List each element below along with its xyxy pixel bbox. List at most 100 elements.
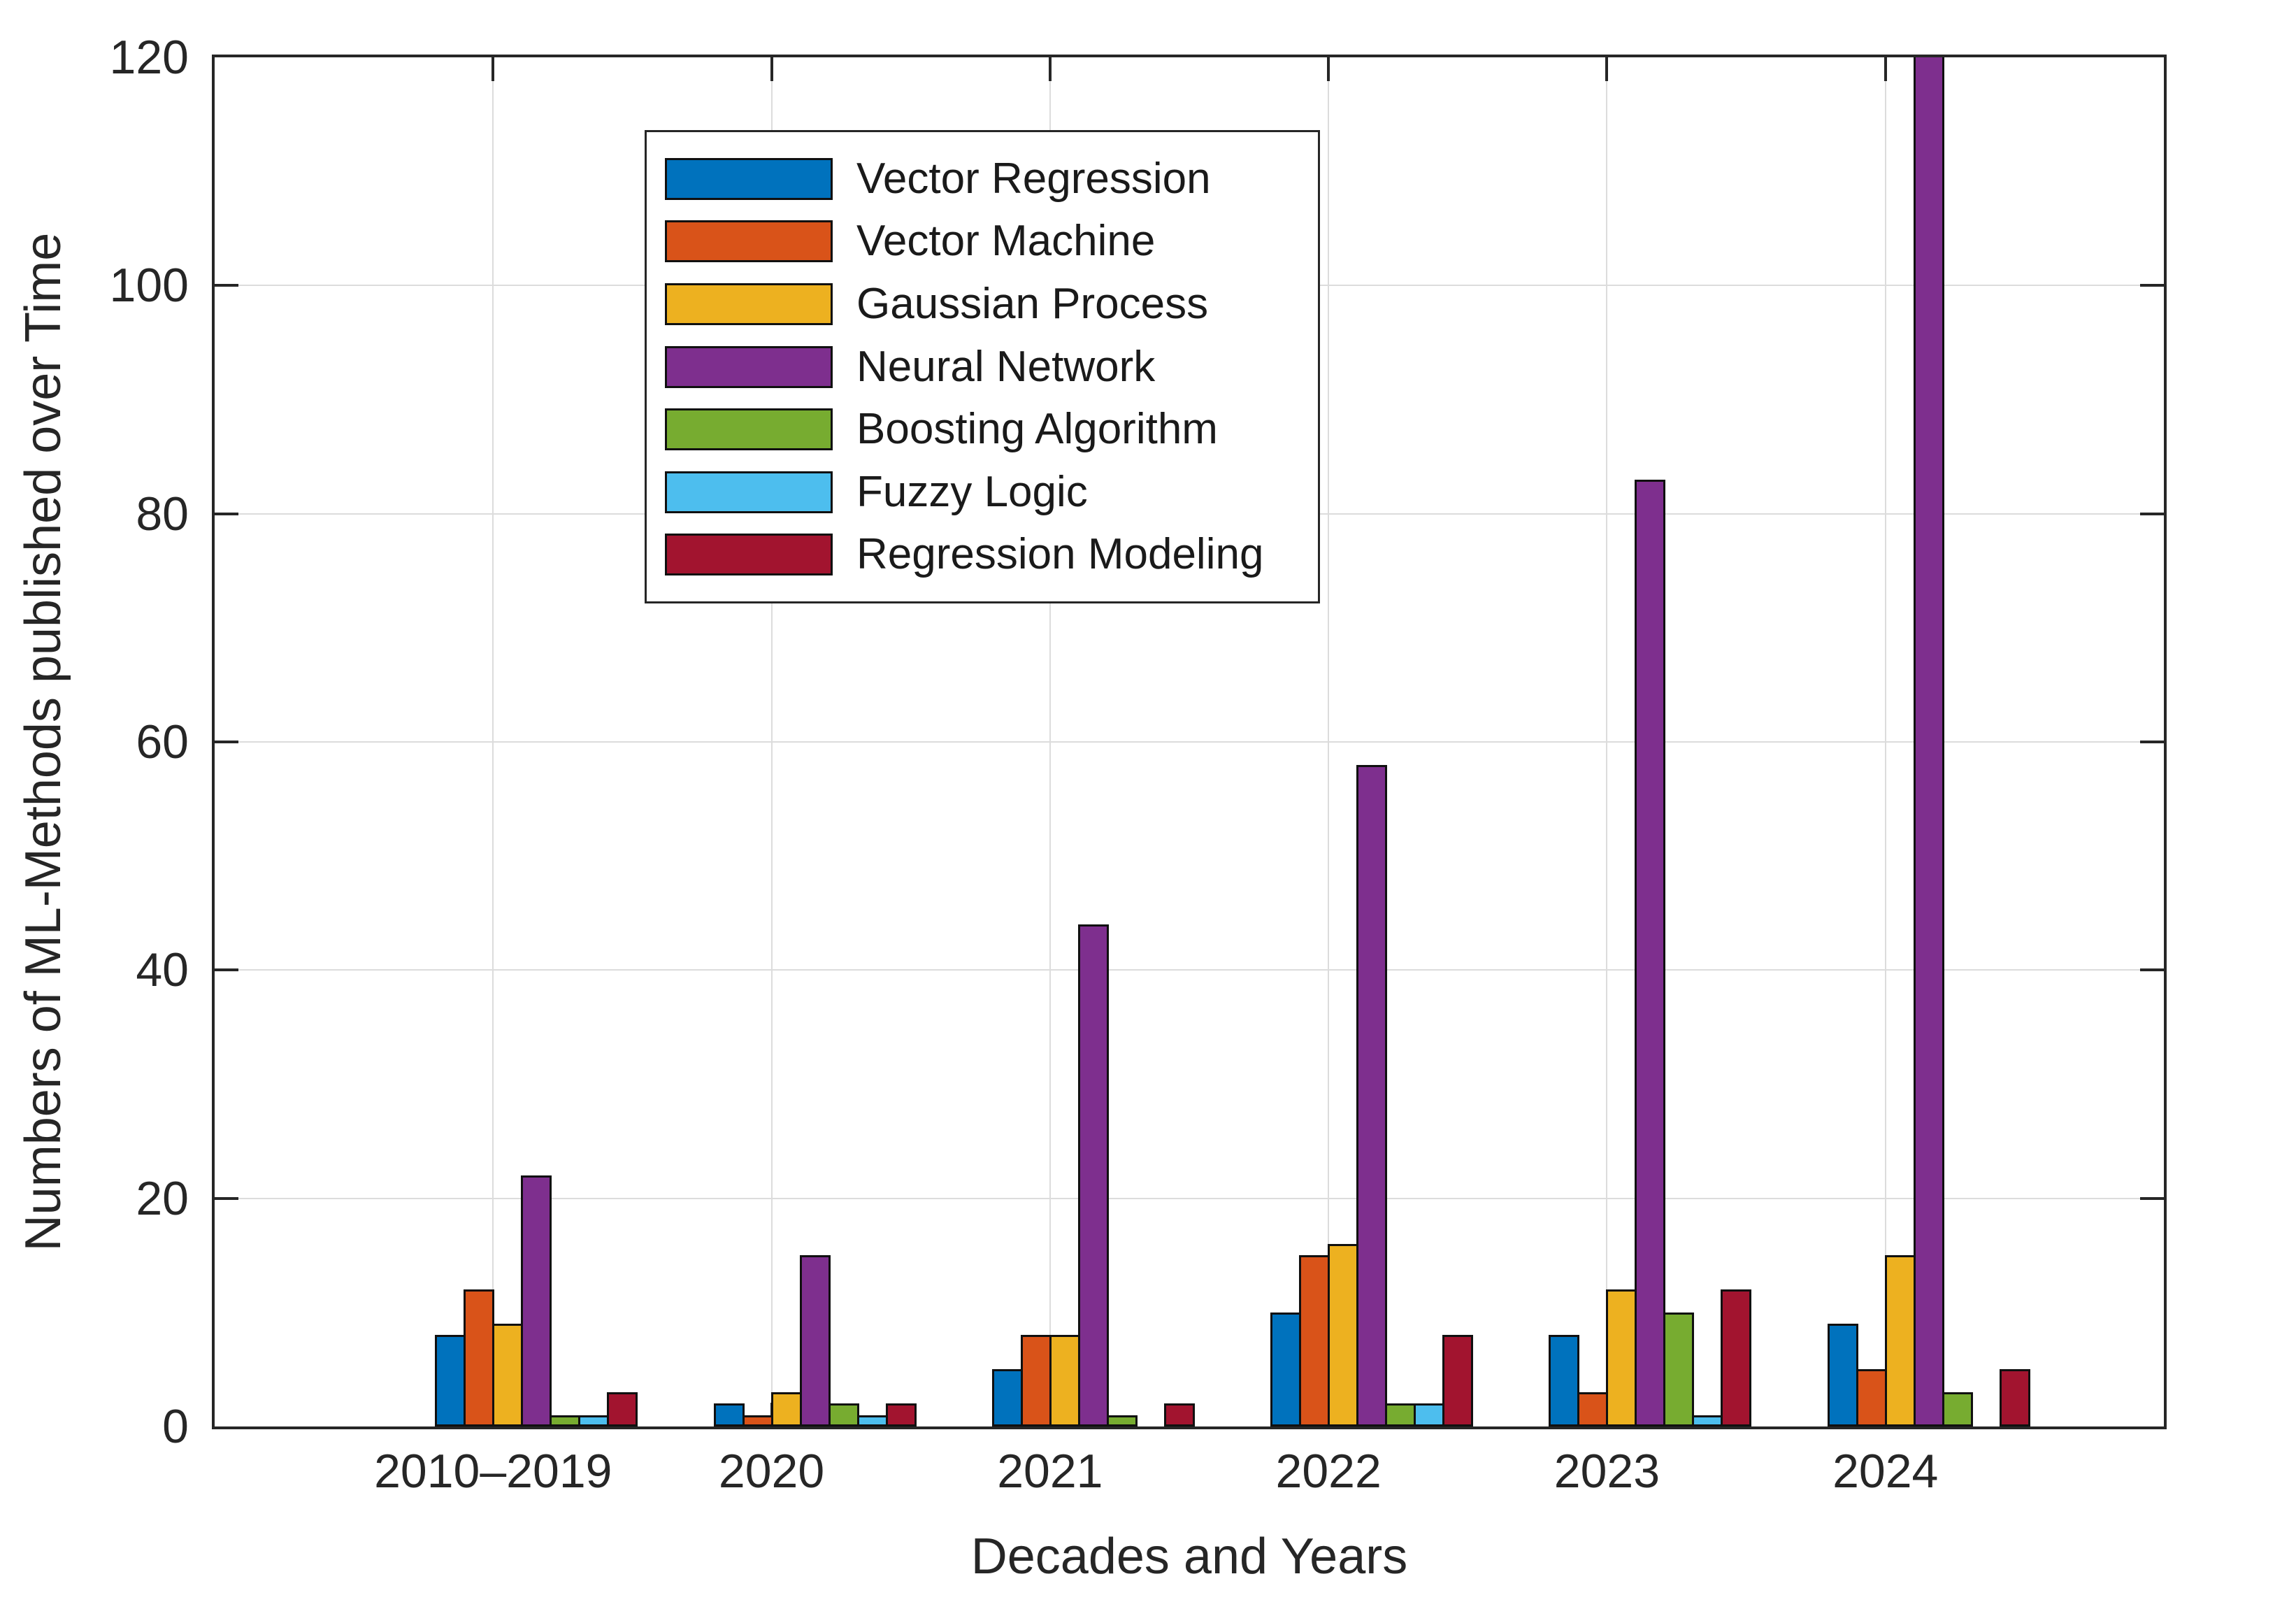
bar-2023-fuzzy-logic	[1692, 1415, 1723, 1426]
bar-2024-boosting-algorithm	[1942, 1392, 1973, 1426]
legend-item-boosting-algorithm: Boosting Algorithm	[665, 408, 1318, 451]
legend-item-gaussian-process: Gaussian Process	[665, 279, 1318, 328]
y-tick-right-60	[2140, 741, 2164, 743]
x-tick-top-2024	[1884, 57, 1887, 81]
x-tick-top-2020	[770, 57, 773, 81]
y-tick-left-80	[215, 512, 238, 515]
y-tick-label-60: 60	[136, 715, 189, 768]
bar-2010-2019-neural-network	[521, 1175, 552, 1426]
bar-2020-neural-network	[799, 1255, 831, 1426]
bar-2010-2019-boosting-algorithm	[550, 1415, 581, 1426]
bar-2023-regression-modeling	[1721, 1289, 1752, 1426]
bar-2020-boosting-algorithm	[828, 1403, 859, 1426]
x-tick-top-2023	[1605, 57, 1609, 81]
legend-swatch-gaussian-process	[665, 283, 833, 325]
y-tick-right-20	[2140, 1196, 2164, 1200]
bar-2010-2019-fuzzy-logic	[578, 1415, 610, 1426]
x-gridline-2021	[1049, 57, 1051, 1426]
legend-swatch-regression-modeling	[665, 534, 833, 576]
y-tick-left-20	[215, 1196, 238, 1200]
y-tick-left-60	[215, 741, 238, 743]
legend-swatch-boosting-algorithm	[665, 408, 833, 451]
legend-label-fuzzy-logic: Fuzzy Logic	[856, 467, 1088, 516]
x-tick-label-2024: 2024	[1832, 1445, 1939, 1498]
bar-2020-gaussian-process	[770, 1392, 802, 1426]
legend-label-boosting-algorithm: Boosting Algorithm	[856, 405, 1218, 454]
x-tick-label-2010-2019: 2010–2019	[374, 1445, 612, 1498]
legend-swatch-vector-machine	[665, 220, 833, 263]
bar-2021-neural-network	[1077, 924, 1109, 1426]
bar-2023-gaussian-process	[1606, 1289, 1637, 1426]
y-tick-right-100	[2140, 284, 2164, 287]
legend-item-vector-machine: Vector Machine	[665, 220, 1318, 263]
y-tick-right-40	[2140, 968, 2164, 972]
bar-2024-neural-network	[1913, 57, 1944, 1426]
bar-2024-regression-modeling	[1999, 1369, 2030, 1426]
x-gridline-2022	[1328, 57, 1330, 1426]
legend-item-neural-network: Neural Network	[665, 345, 1318, 389]
bar-2022-neural-network	[1356, 765, 1388, 1426]
y-tick-label-0: 0	[162, 1400, 189, 1453]
y-tick-left-40	[215, 968, 238, 972]
bar-2020-fuzzy-logic	[856, 1415, 888, 1426]
bar-2010-2019-vector-machine	[464, 1289, 495, 1426]
x-tick-label-2020: 2020	[718, 1445, 825, 1498]
bar-2023-neural-network	[1635, 480, 1666, 1426]
bar-2023-vector-machine	[1577, 1392, 1609, 1426]
bar-2022-fuzzy-logic	[1414, 1403, 1445, 1426]
y-gridline-40	[215, 969, 2164, 971]
legend-swatch-neural-network	[665, 345, 833, 388]
legend-label-gaussian-process: Gaussian Process	[856, 279, 1209, 328]
legend-swatch-fuzzy-logic	[665, 471, 833, 513]
x-gridline-2023	[1606, 57, 1608, 1426]
bar-2024-gaussian-process	[1884, 1255, 1916, 1426]
y-tick-label-100: 100	[109, 259, 189, 313]
bar-2020-vector-regression	[713, 1403, 745, 1426]
bar-2022-gaussian-process	[1328, 1244, 1359, 1426]
y-tick-label-120: 120	[109, 31, 189, 84]
bar-2021-regression-modeling	[1163, 1403, 1195, 1426]
y-tick-label-20: 20	[136, 1171, 189, 1225]
y-tick-left-100	[215, 284, 238, 287]
x-gridline-2020	[770, 57, 773, 1426]
bar-2020-regression-modeling	[885, 1403, 917, 1426]
legend: Vector Regression Vector Machine Gaussian …	[645, 130, 1320, 603]
bar-2010-2019-regression-modeling	[607, 1392, 638, 1426]
x-gridline-2024	[1884, 57, 1886, 1426]
bar-2022-vector-machine	[1299, 1255, 1330, 1426]
x-tick-label-2022: 2022	[1275, 1445, 1382, 1498]
x-tick-top-2022	[1327, 57, 1330, 81]
bar-2021-vector-machine	[1020, 1335, 1052, 1426]
legend-item-fuzzy-logic: Fuzzy Logic	[665, 467, 1318, 516]
bar-2021-vector-regression	[991, 1369, 1023, 1426]
x-axis-label: Decades and Years	[970, 1529, 1408, 1585]
legend-swatch-vector-regression	[665, 157, 833, 200]
legend-item-vector-regression: Vector Regression	[665, 157, 1318, 201]
x-gridline-2010-2019	[492, 57, 494, 1426]
bar-2010-2019-gaussian-process	[492, 1324, 524, 1426]
bar-2021-gaussian-process	[1049, 1335, 1080, 1426]
bar-2022-vector-regression	[1270, 1313, 1302, 1426]
bar-2010-2019-vector-regression	[435, 1335, 466, 1426]
bar-2022-boosting-algorithm	[1385, 1403, 1416, 1426]
bar-2023-vector-regression	[1549, 1335, 1580, 1426]
y-tick-label-40: 40	[136, 943, 189, 997]
y-gridline-60	[215, 741, 2164, 743]
legend-label-regression-modeling: Regression Modeling	[856, 530, 1264, 579]
x-tick-label-2021: 2021	[997, 1445, 1103, 1498]
y-gridline-20	[215, 1197, 2164, 1199]
bar-2021-boosting-algorithm	[1106, 1415, 1138, 1426]
legend-label-neural-network: Neural Network	[856, 342, 1156, 391]
bar-2024-vector-regression	[1827, 1324, 1858, 1426]
bar-2023-boosting-algorithm	[1663, 1313, 1695, 1426]
legend-item-regression-modeling: Regression Modeling	[665, 533, 1318, 576]
x-tick-label-2023: 2023	[1554, 1445, 1660, 1498]
legend-label-vector-machine: Vector Machine	[856, 217, 1156, 266]
x-tick-top-2021	[1048, 57, 1052, 81]
bar-2022-regression-modeling	[1442, 1335, 1474, 1426]
bar-2020-vector-machine	[742, 1415, 773, 1426]
y-tick-right-80	[2140, 512, 2164, 515]
y-tick-label-80: 80	[136, 487, 189, 541]
bar-2024-vector-machine	[1856, 1369, 1887, 1426]
